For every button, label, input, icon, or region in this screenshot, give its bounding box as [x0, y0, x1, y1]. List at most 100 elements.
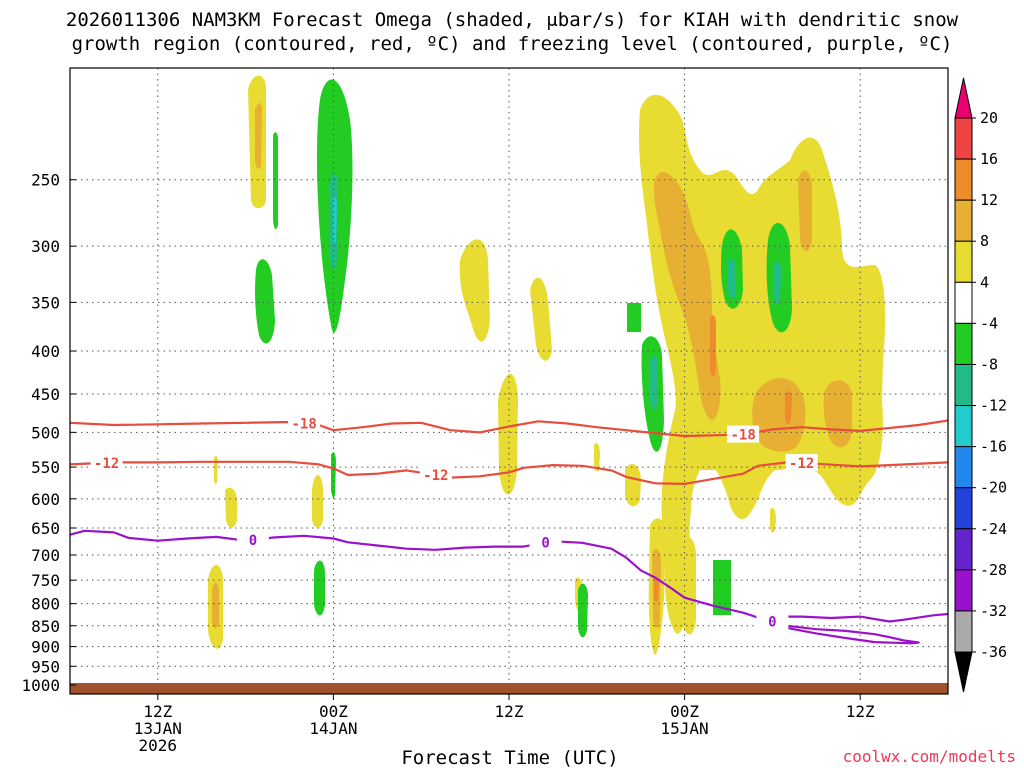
axes: 250 300 350 400 450 500 550 600 650 700 750 800 850 9… [21, 171, 875, 755]
omega-area-green-k [713, 560, 731, 615]
y-tick-label-600: 600 [31, 490, 60, 509]
y-tick-label-500: 500 [31, 423, 60, 442]
omega-area-yellow-main [639, 94, 886, 634]
y-tick-label-450: 450 [31, 385, 60, 404]
y-tick-label-800: 800 [31, 595, 60, 614]
omega-area-orange-main4 [798, 170, 812, 252]
colorbar-segment-10 [954, 528, 973, 571]
y-tick-label-1000: 1000 [21, 676, 60, 695]
x-tick-label-36-0: 12Z [495, 702, 524, 721]
colorbar-segment-0 [954, 117, 973, 160]
contour-label-bg-2-2 [756, 612, 789, 630]
omega-area-red-main [710, 315, 716, 376]
y-tick-label-700: 700 [31, 546, 60, 565]
contour-line-2 [69, 529, 949, 645]
colorbar-label-8: -16 [980, 438, 1007, 456]
x-tick-label-12-2: 2026 [139, 736, 178, 755]
omega-area-red-main2 [785, 390, 792, 425]
y-tick-label-250: 250 [31, 171, 60, 190]
omega-shading [208, 75, 886, 655]
omega-area-green-b [273, 132, 278, 230]
colorbar-label-11: -28 [980, 561, 1007, 579]
colorbar-segment-11 [954, 569, 973, 612]
omega-area-yellow-d [498, 373, 518, 495]
omega-area-yellow-l [680, 537, 696, 635]
x-axis-label: Forecast Time (UTC) [401, 747, 618, 768]
colorbar-label-3: 8 [980, 232, 989, 250]
omega-area-teal-g [774, 261, 781, 304]
colorbar-segment-4 [954, 281, 973, 324]
contour-line-0 [69, 419, 949, 438]
y-tick-label-850: 850 [31, 617, 60, 636]
omega-area-yellow-e [225, 487, 237, 528]
colorbar-segment-5 [954, 322, 973, 365]
omega-area-yellow-f [312, 475, 323, 528]
contour-label-bg-2-0 [236, 530, 269, 548]
colorbar: 20 16 12 8 4 -4 -8 -12 -16 -20 -24 -28 -32 -36 [954, 77, 1007, 693]
contour-label-0-0: -18 [291, 417, 316, 433]
colorbar-label-10: -24 [980, 520, 1007, 538]
x-tick-label-48-1: 15JAN [661, 719, 709, 738]
omega-area-cyan-a [333, 197, 337, 243]
contour-label-1-2: -12 [789, 456, 814, 472]
colorbar-segment-9 [954, 487, 973, 530]
colorbar-label-13: -36 [980, 643, 1007, 661]
contour-label-bg-1-0 [90, 453, 123, 471]
y-tick-label-400: 400 [31, 342, 60, 361]
contour-label-2-2: 0 [768, 615, 776, 631]
omega-area-orange-g [212, 582, 219, 629]
contour-label-2-0: 0 [249, 533, 257, 549]
colorbar-label-6: -8 [980, 355, 998, 373]
contour-label-bg-1-2 [785, 454, 818, 472]
y-tick-label-350: 350 [31, 293, 60, 312]
colorbar-top-arrow [954, 77, 973, 119]
x-tick-label-12-1: 13JAN [134, 719, 182, 738]
colorbar-segment-8 [954, 446, 973, 489]
colorbar-bottom-arrow [954, 651, 973, 693]
colorbar-label-9: -20 [980, 479, 1007, 497]
colorbar-label-0: 20 [980, 109, 998, 127]
omega-area-orange-main2 [752, 378, 806, 452]
colorbar-segment-1 [954, 158, 973, 201]
contour-lines: -18 -18 -12 -12 -12 0 0 0 [69, 414, 949, 645]
colorbar-label-12: -32 [980, 602, 1007, 620]
omega-area-orange-main [653, 171, 721, 420]
contour-label-2-1: 0 [541, 536, 549, 552]
x-tick-label-60-0: 12Z [846, 702, 875, 721]
x-tick-label-48-0: 00Z [670, 702, 699, 721]
colorbar-segment-3 [954, 240, 973, 283]
colorbar-label-7: -12 [980, 397, 1007, 415]
omega-area-yellow-b [459, 239, 490, 342]
omega-area-yellow-h [594, 443, 600, 472]
omega-area-yellow-c [530, 277, 552, 361]
y-tick-label-300: 300 [31, 237, 60, 256]
contour-line-1 [69, 460, 949, 485]
x-tick-label-24-0: 00Z [319, 702, 348, 721]
omega-area-green-d [627, 303, 641, 332]
omega-area-green-i [314, 560, 325, 616]
colorbar-label-2: 12 [980, 191, 998, 209]
omega-area-yellow-j [214, 455, 218, 485]
y-tick-label-550: 550 [31, 458, 60, 477]
omega-area-red-low [654, 577, 659, 603]
x-tick-label-12-0: 12Z [143, 702, 172, 721]
omega-area-teal-f [728, 258, 736, 299]
omega-area-yellow-i [625, 464, 641, 507]
contour-label-1-0: -12 [94, 456, 119, 472]
colorbar-label-4: 4 [980, 273, 989, 291]
contour-label-bg-2-1 [529, 533, 562, 551]
colorbar-label-1: 16 [980, 150, 998, 168]
credit-text: coolwx.com/modelts [843, 747, 1016, 766]
colorbar-segment-2 [954, 199, 973, 242]
y-tick-label-900: 900 [31, 638, 60, 657]
y-tick-label-750: 750 [31, 571, 60, 590]
chart-title-line1: 2026011306 NAM3KM Forecast Omega (shaded… [66, 9, 959, 31]
contour-label-1-1: -12 [423, 468, 448, 484]
omega-area-green-j [578, 583, 588, 638]
contour-label-bg-0-1 [727, 425, 760, 443]
colorbar-segment-7 [954, 405, 973, 448]
ground-strip [70, 683, 948, 694]
contour-label-bg-0-0 [288, 414, 321, 432]
chart-title-line2: growth region (contoured, red, ºC) and f… [72, 33, 953, 55]
